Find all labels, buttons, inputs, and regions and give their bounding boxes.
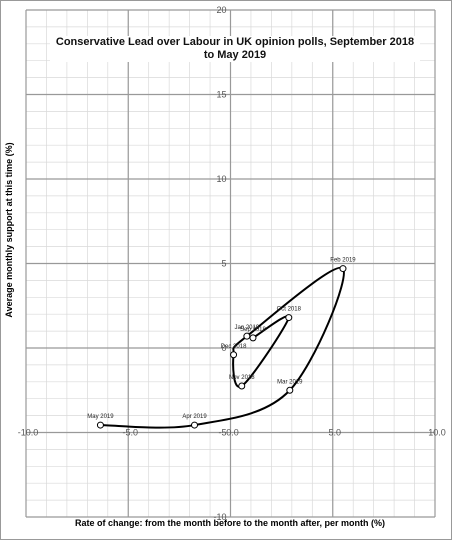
data-point [339,265,347,273]
x-tick-label: 5.0 [328,428,341,438]
grid [25,9,436,518]
data-point [230,351,238,359]
trajectory-line [100,266,345,429]
x-tick-label: 10.0 [428,428,446,438]
y-axis-label: Average monthly support at this time (%) [4,142,14,317]
x-tick-label: -10.0 [18,428,39,438]
data-point [249,334,257,342]
point-label: Jan 2019 [235,325,260,331]
x-axis-label: Rate of change: from the month before to… [75,518,385,528]
data-point [285,314,293,322]
point-label: Mar 2019 [277,379,303,385]
y-tick-label: 10 [216,174,226,184]
point-label: Dec 2018 [221,344,247,350]
point-label: Feb 2019 [330,258,356,264]
point-label: Apr 2019 [182,414,207,420]
y-tick-label: -10 [213,512,226,522]
data-point [286,386,294,394]
point-label: Sep 2018 [240,327,266,333]
x-tick-label: -5.0 [122,428,138,438]
data-point [238,382,246,390]
y-tick-label: 5 [221,259,226,269]
chart-title: Conservative Lead over Labour in UK opin… [50,36,420,62]
data-point [191,421,199,429]
point-label: Oct 2018 [277,307,302,313]
x-tick-label: 0.0 [226,428,239,438]
data-point [243,332,251,340]
y-tick-label: 0 [221,343,226,353]
y-tick-label: -5 [218,428,226,438]
data-point [96,421,104,429]
y-tick-label: 20 [216,5,226,15]
marks: Sep 2018 Oct 2018 Nov 2018 Dec 2018 Jan 2019… [87,258,356,429]
point-label: May 2019 [87,414,114,420]
y-tick-label: 15 [216,90,226,100]
point-label: Nov 2018 [229,375,255,381]
